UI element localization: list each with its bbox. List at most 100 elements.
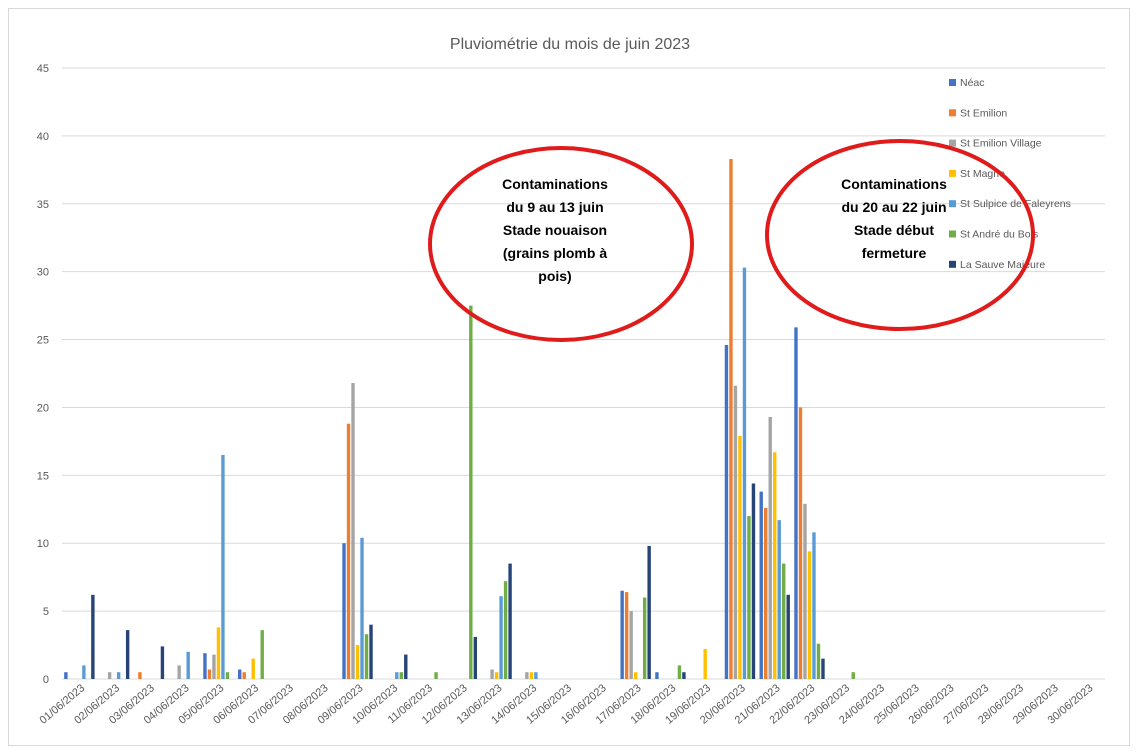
- bar-la-sauve-majeure-12: [473, 636, 478, 679]
- legend-label: St Sulpice de Faleyrens: [960, 198, 1071, 210]
- chart-canvas: Pluviométrie du mois de juin 2023 0 5 10 15…: [37, 36, 1105, 727]
- annotation-line: Stade début: [854, 222, 934, 238]
- bar-st-emilion-village-14: [525, 672, 529, 679]
- bar-n-ac-21: [759, 491, 763, 679]
- bar-st-andr-du-bois-22: [816, 643, 821, 679]
- bar-la-sauve-majeure-22: [821, 658, 825, 679]
- annotation-line: du 20 au 22 juin: [841, 199, 946, 215]
- bar-la-sauve-majeure-21: [786, 594, 790, 679]
- bar-st-andr-du-bois-5: [225, 672, 230, 679]
- bar-st-emilion-5: [207, 669, 212, 679]
- bar-la-sauve-majeure-9: [369, 624, 373, 679]
- annotation-line: du 9 au 13 juin: [506, 199, 603, 215]
- legend-label: St André du Bois: [960, 229, 1038, 241]
- bar-st-sulpice-de-faleyrens-5: [221, 454, 225, 679]
- bar-la-sauve-majeure-17: [647, 545, 651, 679]
- bar-st-andr-du-bois-12: [469, 305, 473, 679]
- bar-n-ac-1: [64, 672, 68, 679]
- bar-st-emilion-village-5: [212, 654, 216, 679]
- bar-st-andr-du-bois-18: [677, 665, 682, 679]
- bar-st-emilion-village-13: [490, 669, 494, 679]
- bar-st-emilion-3: [138, 672, 142, 679]
- bar-st-magne-17: [633, 672, 638, 679]
- bar-st-andr-du-bois-13: [503, 581, 508, 679]
- annotation-line: fermeture: [862, 245, 927, 261]
- bar-la-sauve-majeure-20: [751, 483, 756, 679]
- bar-st-andr-du-bois-17: [642, 597, 647, 679]
- annotation-line: Contaminations: [502, 176, 608, 192]
- y-tick-label: 20: [37, 402, 49, 414]
- bar-la-sauve-majeure-18: [682, 672, 686, 679]
- bar-st-andr-du-bois-10: [399, 672, 403, 679]
- bar-la-sauve-majeure-2: [125, 630, 130, 679]
- legend-label: St Emilion Village: [960, 138, 1042, 150]
- bar-n-ac-9: [342, 543, 346, 679]
- bar-st-sulpice-de-faleyrens-4: [186, 651, 190, 679]
- legend-swatch: [949, 169, 956, 177]
- legend: Néac St Emilion St Emilion Village St Magne…: [949, 77, 1071, 271]
- annotation-line: pois): [538, 268, 571, 284]
- bar-st-sulpice-de-faleyrens-22: [812, 532, 816, 679]
- y-tick-label: 15: [37, 470, 49, 482]
- bar-st-emilion-village-9: [351, 383, 355, 679]
- y-tick-label: 25: [37, 335, 49, 347]
- y-tick-label: 35: [37, 199, 49, 211]
- bars: [64, 158, 855, 680]
- bar-st-magne-21: [773, 452, 777, 679]
- bar-st-sulpice-de-faleyrens-20: [742, 267, 747, 679]
- bar-st-sulpice-de-faleyrens-2: [116, 672, 121, 679]
- y-tick-label: 30: [37, 267, 49, 279]
- y-tick-label: 5: [43, 606, 49, 618]
- bar-st-andr-du-bois-11: [434, 672, 438, 679]
- bar-la-sauve-majeure-3: [160, 646, 165, 679]
- bar-n-ac-20: [724, 344, 729, 679]
- annotation-line: (grains plomb à: [503, 245, 607, 261]
- bar-st-emilion-village-21: [768, 416, 772, 679]
- bar-st-magne-6: [251, 658, 255, 679]
- annotations: Contaminations du 9 au 13 juin Stade nouai…: [428, 139, 1035, 342]
- grid-layer: [62, 67, 1105, 680]
- legend-swatch: [949, 260, 956, 268]
- legend-label: St Magne: [960, 168, 1005, 180]
- legend-label: La Sauve Majeure: [960, 259, 1045, 271]
- y-tick-label: 0: [43, 674, 49, 686]
- bar-st-emilion-village-22: [803, 503, 807, 679]
- bar-st-magne-5: [216, 627, 221, 679]
- bar-st-andr-du-bois-21: [782, 563, 786, 679]
- y-tick-label: 45: [37, 63, 49, 75]
- bar-st-andr-du-bois-9: [364, 634, 369, 679]
- bar-st-emilion-9: [346, 423, 351, 679]
- annotation-line: Contaminations: [841, 176, 947, 192]
- bar-n-ac-6: [238, 669, 242, 679]
- bar-n-ac-18: [655, 672, 659, 679]
- bar-st-sulpice-de-faleyrens-9: [360, 537, 364, 679]
- bar-st-emilion-21: [764, 507, 768, 679]
- bar-n-ac-17: [620, 590, 624, 679]
- bar-st-andr-du-bois-20: [747, 516, 751, 679]
- legend-swatch: [949, 109, 956, 117]
- bar-n-ac-22: [794, 327, 798, 679]
- legend-label: St Emilion: [960, 107, 1007, 119]
- legend-swatch: [949, 200, 956, 208]
- bar-st-magne-13: [494, 672, 499, 679]
- bar-st-sulpice-de-faleyrens-13: [499, 596, 503, 679]
- bar-st-andr-du-bois-6: [260, 630, 264, 679]
- bar-st-emilion-22: [798, 407, 803, 679]
- bar-st-sulpice-de-faleyrens-10: [395, 672, 399, 679]
- bar-n-ac-5: [203, 653, 207, 679]
- bar-la-sauve-majeure-1: [91, 594, 95, 679]
- bar-st-magne-14: [529, 672, 534, 679]
- bar-la-sauve-majeure-13: [508, 563, 512, 679]
- bar-st-emilion-village-20: [733, 385, 738, 679]
- legend-swatch: [949, 230, 956, 238]
- y-tick-label: 10: [37, 538, 49, 550]
- legend-swatch: [949, 139, 956, 147]
- bar-la-sauve-majeure-10: [404, 654, 408, 679]
- bar-st-sulpice-de-faleyrens-14: [534, 672, 538, 679]
- y-tick-label: 40: [37, 131, 49, 143]
- y-axis: 0 5 10 15 20 25 30 35 40 45: [37, 63, 49, 686]
- bar-st-emilion-village-17: [629, 611, 633, 679]
- bar-st-magne-20: [738, 435, 742, 679]
- bar-st-magne-9: [355, 645, 360, 679]
- bar-st-emilion-6: [242, 672, 246, 679]
